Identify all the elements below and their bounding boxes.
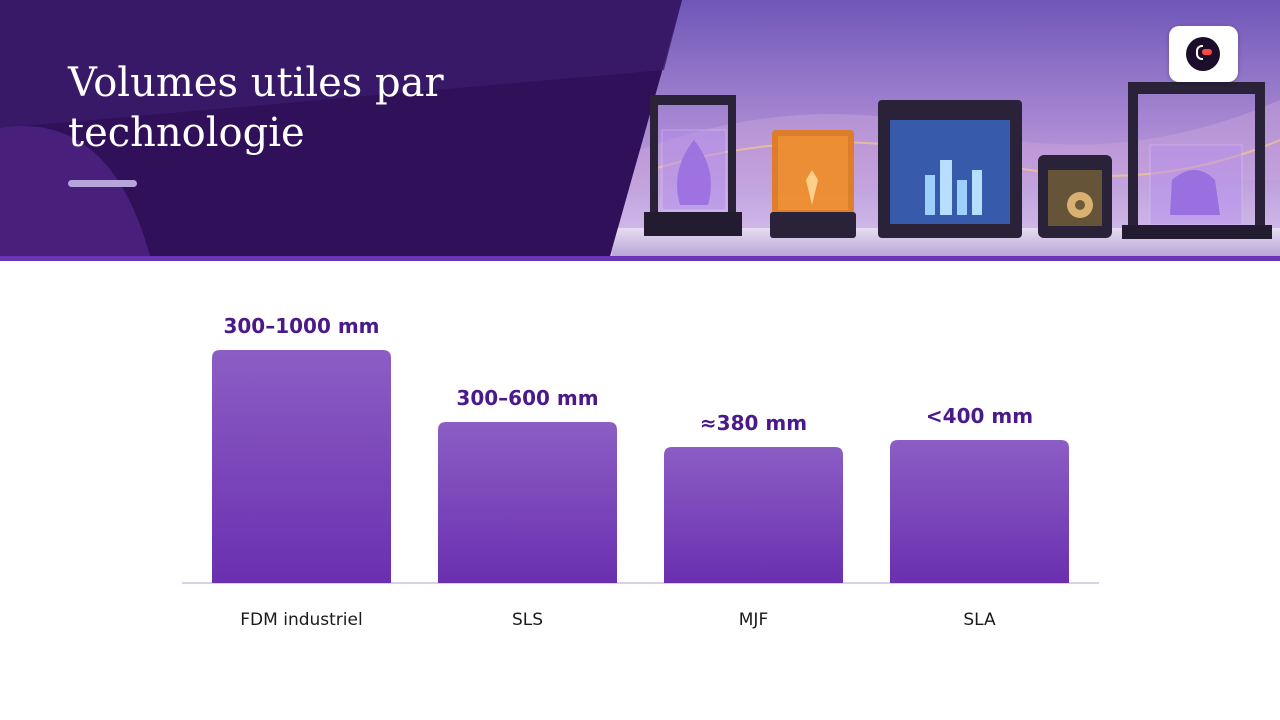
printer-delta-illustration [1122,82,1272,239]
title-underline [68,180,137,187]
printer-mjf-illustration [1038,155,1112,238]
header-accent-line [0,256,1280,261]
category-label-3: SLA [963,610,996,630]
printer-fdm-illustration [644,95,742,236]
hero-illustration [0,0,1280,256]
category-label-2: MJF [739,610,768,630]
decor-curve [0,126,150,256]
bar-3 [890,440,1069,583]
category-label-1: SLS [512,610,543,630]
bar-value-label-3: <400 mm [926,404,1033,428]
bar-value-label-0: 300–1000 mm [223,314,379,338]
bar-1 [438,422,617,583]
bar-value-label-2: ≈380 mm [700,411,807,435]
bar-0 [212,350,391,583]
header-banner: Volumes utiles par technologie [0,0,1280,256]
bar-value-label-1: 300–600 mm [456,386,598,410]
category-label-0: FDM industriel [240,610,362,630]
printer-enclosed-illustration [878,100,1022,238]
bar-2 [664,447,843,583]
printer-sla-illustration [770,130,856,238]
brand-logo-icon [1169,26,1238,82]
slide-title: Volumes utiles par technologie [68,60,444,156]
